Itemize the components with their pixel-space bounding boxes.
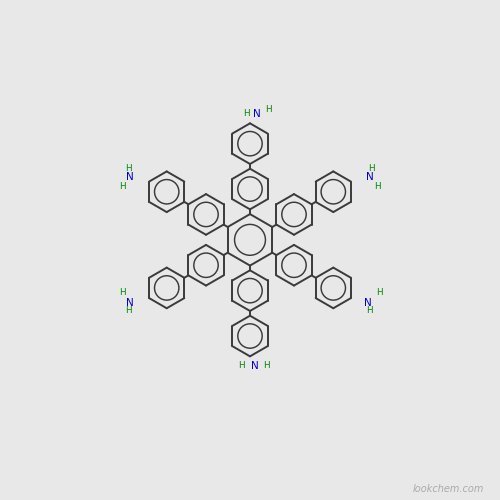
Text: N: N (366, 172, 374, 182)
Text: H: H (366, 306, 372, 315)
Text: H: H (126, 164, 132, 173)
Text: H: H (120, 288, 126, 298)
Text: H: H (368, 164, 374, 173)
Text: N: N (254, 109, 261, 119)
Text: H: H (376, 288, 382, 298)
Text: H: H (120, 182, 126, 192)
Text: H: H (126, 306, 132, 315)
Text: N: N (126, 172, 134, 182)
Text: H: H (374, 182, 380, 192)
Text: H: H (265, 104, 272, 114)
Text: N: N (364, 298, 372, 308)
Text: lookchem.com: lookchem.com (412, 484, 484, 494)
Text: H: H (244, 110, 250, 118)
Text: H: H (238, 362, 244, 370)
Text: N: N (126, 298, 134, 308)
Text: H: H (264, 362, 270, 370)
Text: N: N (252, 361, 259, 371)
